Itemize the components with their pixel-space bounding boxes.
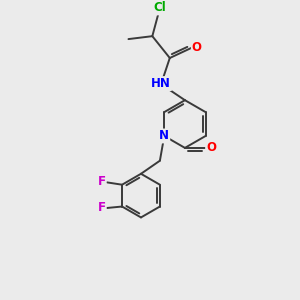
Text: F: F [98,202,106,214]
Text: Cl: Cl [154,2,167,14]
Text: N: N [159,130,169,142]
Text: F: F [98,175,106,188]
Text: O: O [206,141,216,154]
Text: HN: HN [151,77,171,90]
Text: O: O [192,41,202,54]
